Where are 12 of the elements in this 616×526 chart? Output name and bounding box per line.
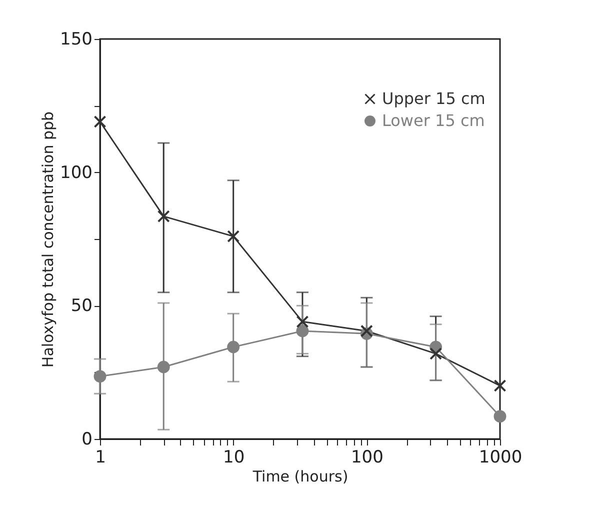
y-tick-label: 150 xyxy=(60,30,92,50)
y-axis-title: Haloxyfop total concentration ppb xyxy=(39,111,58,368)
legend-label: Lower 15 cm xyxy=(382,111,485,130)
x-tick-label: 1000 xyxy=(478,448,522,468)
y-tick-label: 0 xyxy=(82,430,92,450)
x-tick-label: 1 xyxy=(95,448,106,468)
x-axis-title: Time (hours) xyxy=(252,468,348,486)
y-tick-label: 100 xyxy=(60,162,92,183)
y-tick-label: 50 xyxy=(70,296,92,316)
x-tick-label: 10 xyxy=(223,448,245,468)
x-tick-label: 100 xyxy=(350,448,384,468)
legend-label: Upper 15 cm xyxy=(382,89,486,108)
